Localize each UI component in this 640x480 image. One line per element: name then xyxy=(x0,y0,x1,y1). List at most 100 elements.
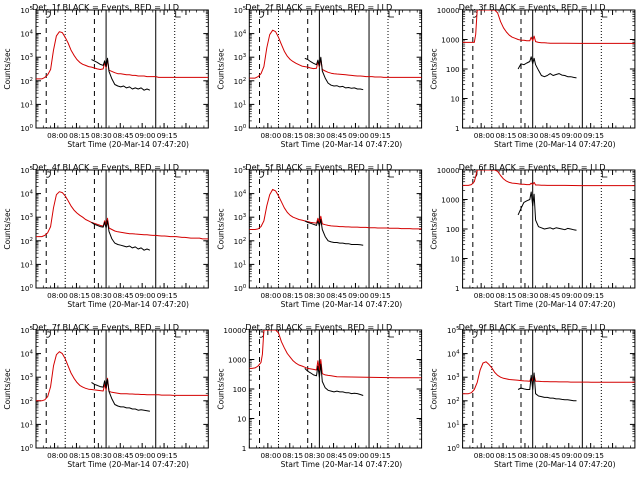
events-data-point xyxy=(520,208,521,209)
events-data-point xyxy=(342,243,343,244)
marker-glyph xyxy=(472,331,478,338)
events-data-point xyxy=(558,73,559,74)
lld-data-point xyxy=(534,36,535,37)
events-data-point xyxy=(106,227,107,228)
lld-data-point xyxy=(368,76,369,77)
lld-data-point xyxy=(406,228,407,229)
events-data-point xyxy=(538,70,539,71)
events-data-point xyxy=(111,78,112,79)
events-data-point xyxy=(111,238,112,239)
lld-data-point xyxy=(190,238,191,239)
events-data-point xyxy=(348,243,349,244)
x-tick-label: 08:15 xyxy=(496,451,517,460)
lld-data-point xyxy=(526,40,527,41)
lld-data-point xyxy=(576,382,577,383)
events-data-point xyxy=(523,202,524,203)
lld-data-point xyxy=(106,390,107,391)
lld-data-point xyxy=(176,77,177,78)
lld-data-point xyxy=(181,77,182,78)
lld-data-point xyxy=(44,399,45,400)
events-data-point xyxy=(141,409,142,410)
events-data-point xyxy=(100,64,101,65)
lld-data-point xyxy=(290,59,291,60)
events-data-point xyxy=(123,245,124,246)
lld-data-point xyxy=(366,76,367,77)
lld-data-point xyxy=(310,368,311,369)
lld-data-point xyxy=(471,184,472,185)
lld-data-point xyxy=(146,234,147,235)
lld-data-point xyxy=(336,376,337,377)
y-tick-label: 100 xyxy=(446,65,460,74)
lld-data-point xyxy=(56,194,57,195)
lld-data-point xyxy=(184,237,185,238)
lld-data-point xyxy=(409,377,410,378)
events-data-point xyxy=(363,89,364,90)
events-data-point xyxy=(97,62,98,63)
lld-data-point xyxy=(293,360,294,361)
y-axis-label: Counts/sec xyxy=(430,48,439,89)
x-axis-label: Start Time (20-Mar-14 07:47:20) xyxy=(281,460,403,469)
lld-data-point xyxy=(348,75,349,76)
events-data-point xyxy=(538,395,539,396)
events-data-point xyxy=(126,246,127,247)
y-tick-label: 101 xyxy=(20,260,33,269)
x-tick-label: 08:15 xyxy=(282,291,303,300)
lld-data-point xyxy=(298,364,299,365)
events-data-point xyxy=(91,382,92,383)
y-tick-label: 103 xyxy=(20,53,33,62)
events-data-point xyxy=(354,244,355,245)
marker-glyph xyxy=(46,331,51,338)
events-data-point xyxy=(144,90,145,91)
events-data-point xyxy=(320,219,321,220)
events-data-point xyxy=(317,365,318,366)
x-tick-label: 08:30 xyxy=(91,291,112,300)
events-data-point xyxy=(97,225,98,226)
y-tick-label: 10000 xyxy=(437,166,460,175)
x-tick-label: 09:00 xyxy=(561,451,582,460)
lld-data-point xyxy=(392,228,393,229)
lld-data-point xyxy=(76,212,77,213)
events-data-point xyxy=(357,88,358,89)
events-data-point xyxy=(535,393,536,394)
lld-data-point xyxy=(544,185,545,186)
events-data-point xyxy=(322,381,323,382)
events-data-point xyxy=(100,226,101,227)
x-tick-label: 08:45 xyxy=(539,291,560,300)
events-data-point xyxy=(304,220,305,221)
lld-data-point xyxy=(623,185,624,186)
lld-data-point xyxy=(199,238,200,239)
lld-data-point xyxy=(518,39,519,40)
lld-data-point xyxy=(263,66,264,67)
lld-data-point xyxy=(167,236,168,237)
lld-data-point xyxy=(73,55,74,56)
lld-data-point xyxy=(167,395,168,396)
lld-data-point xyxy=(161,395,162,396)
lld-data-point xyxy=(325,70,326,71)
events-data-point xyxy=(129,245,130,246)
events-data-point xyxy=(526,200,527,201)
lld-data-point xyxy=(535,184,536,185)
events-data-point xyxy=(573,400,574,401)
events-data-point xyxy=(333,391,334,392)
lld-data-point xyxy=(509,35,510,36)
lld-data-point xyxy=(333,73,334,74)
x-tick-label: 08:30 xyxy=(518,291,539,300)
lld-data-point xyxy=(336,226,337,227)
lld-data-point xyxy=(591,382,592,383)
events-data-point xyxy=(114,404,115,405)
lld-data-point xyxy=(500,175,501,176)
lld-data-point xyxy=(579,185,580,186)
x-tick-label: 08:45 xyxy=(113,131,134,140)
x-tick-label: 09:15 xyxy=(157,131,178,140)
lld-data-point xyxy=(187,77,188,78)
lld-data-point xyxy=(260,362,261,363)
lld-data-point xyxy=(202,395,203,396)
x-tick-label: 08:00 xyxy=(260,291,281,300)
chart-panel-5: Det. 5f BLACK = Events, RED = LLD 100 101 1… xyxy=(216,162,423,309)
lld-data-point xyxy=(293,61,294,62)
lld-data-point xyxy=(383,227,384,228)
lld-data-point xyxy=(474,42,475,43)
lld-data-point xyxy=(468,185,469,186)
